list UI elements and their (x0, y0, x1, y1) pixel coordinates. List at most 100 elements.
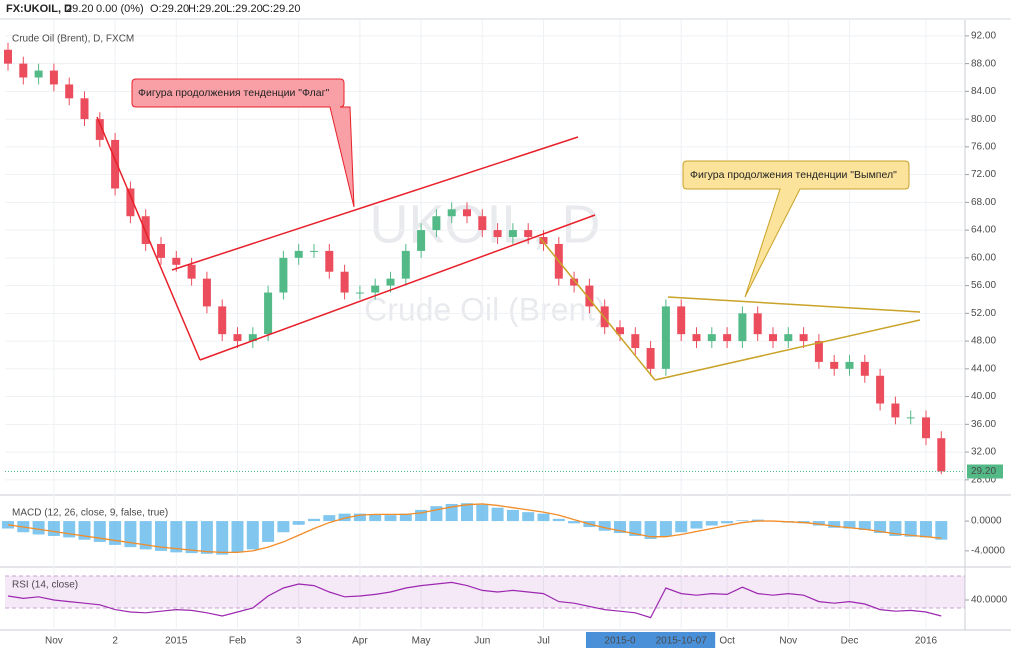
macd-bar (155, 521, 167, 551)
macd-bar (292, 521, 305, 525)
candle-body (585, 285, 594, 307)
rsi-line (7, 581, 942, 619)
candle-body (340, 271, 349, 293)
candle-body (126, 188, 135, 217)
y-tick-label: -4.0000 (971, 545, 1005, 556)
annotation: Фигура продолжения тенденции "Вымпел" (690, 169, 897, 181)
candle-body (769, 334, 777, 342)
x-tick-label: Nov (45, 636, 63, 647)
change: 0.00 (0%) (96, 3, 144, 15)
macd-bar (705, 521, 718, 526)
candle-body (508, 230, 517, 238)
macd-bar (690, 521, 703, 529)
macd-bar (445, 503, 458, 522)
macd-bar (308, 518, 320, 522)
macd-bar (812, 521, 825, 526)
x-tick-label: 3 (296, 636, 302, 647)
candle-body (799, 334, 808, 342)
close: C:29.20 (262, 3, 301, 15)
macd-bar (828, 521, 841, 528)
candle-body (692, 334, 701, 342)
candle-body (202, 278, 211, 307)
candle-body (432, 216, 441, 231)
macd-bar (598, 521, 611, 531)
last-price-box (967, 464, 1003, 479)
last-price-label: 29.20 (971, 466, 996, 477)
candle-body (524, 230, 533, 238)
candle-body (294, 250, 303, 258)
macd-bar (139, 521, 152, 550)
x-tick-label: 2016 (915, 636, 938, 647)
last: 29.20 (66, 3, 94, 15)
candle-body (539, 237, 548, 244)
candle-body (264, 292, 273, 335)
candle-body (187, 264, 196, 279)
candle-body (355, 292, 364, 294)
macd-bar (32, 521, 45, 535)
macd-bar (338, 513, 351, 522)
candle-body (80, 98, 89, 120)
y-tick-label: 92.00 (971, 31, 996, 42)
candle-body (814, 341, 823, 362)
x-tick-label: 2015-10-07 (656, 636, 708, 647)
x-tick-label: Jul (537, 636, 550, 647)
macd-bar (124, 521, 137, 548)
macd-bar (384, 515, 397, 522)
candle-body (19, 63, 28, 78)
macd-bar (277, 521, 290, 533)
macd-bar (476, 504, 489, 522)
macd-bar (506, 509, 519, 522)
candle-body (845, 361, 854, 369)
x-tick-label: Jun (474, 636, 490, 647)
candle-body (753, 313, 762, 335)
macd-bar (491, 507, 504, 522)
indicator-title: MACD (12, 26, close, 9, false, true) (12, 508, 168, 519)
trend-line (654, 319, 921, 381)
trend-line (667, 296, 921, 313)
candle-body (661, 306, 670, 369)
candle-body (49, 70, 58, 85)
y-tick-label: 64.00 (971, 225, 996, 236)
y-tick-label: 0.0000 (971, 516, 1002, 527)
x-tick-label: 2 (112, 636, 118, 647)
macd-bar (246, 521, 259, 550)
rsi-band (5, 576, 965, 608)
macd-bar (552, 518, 565, 522)
macd-bar (736, 520, 749, 522)
macd-bar (644, 521, 657, 539)
macd-bar (200, 521, 213, 554)
x-tick-label: May (412, 636, 431, 647)
macd-bar (430, 506, 443, 522)
macd-bar (522, 512, 535, 522)
y-tick-label: 40.0000 (971, 595, 1008, 606)
candle-body (876, 375, 885, 404)
high: H:29.20 (188, 3, 227, 15)
candle-body (860, 361, 869, 376)
macd-bar (935, 521, 948, 540)
callout (682, 160, 910, 298)
indicator-title: RSI (14, close) (12, 580, 78, 591)
callout (131, 78, 355, 208)
candle-body (401, 250, 410, 279)
candle-body (478, 216, 487, 231)
trend-line (96, 116, 201, 361)
macd-bar (399, 513, 412, 522)
candle-body (937, 438, 946, 472)
candle-body (677, 306, 686, 335)
macd-bar (415, 509, 428, 522)
y-tick-label: 88.00 (971, 58, 996, 69)
candle-body (248, 334, 257, 342)
y-tick-label: 56.00 (971, 280, 996, 291)
macd-bar (675, 521, 688, 533)
macd-bar (629, 521, 642, 536)
x-tick-label: 2015 (165, 636, 188, 647)
candle-body (784, 334, 793, 342)
signal-line (7, 503, 942, 553)
candle-body (830, 361, 839, 369)
x-tick-label: Dec (841, 636, 859, 647)
macd-bar (568, 521, 581, 524)
x-tick-label: Oct (719, 636, 735, 647)
candle-body (723, 334, 732, 342)
y-tick-label: 40.00 (971, 391, 996, 402)
